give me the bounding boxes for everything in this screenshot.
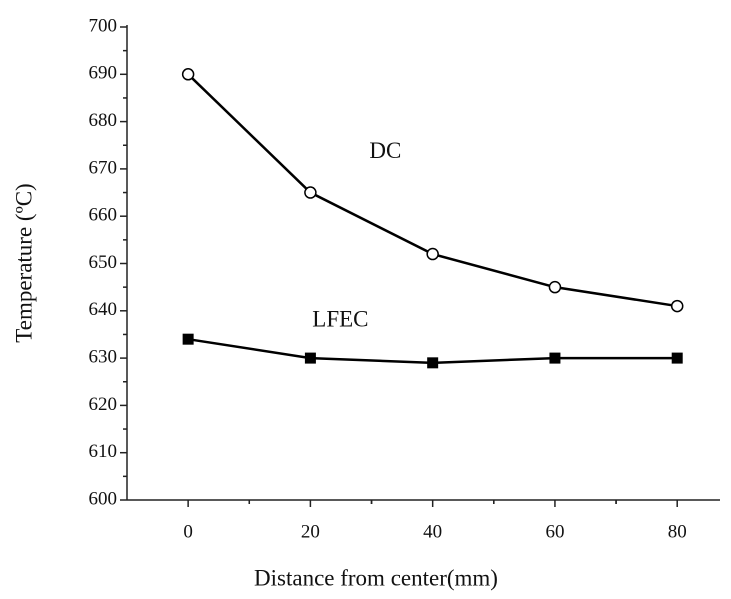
point — [181, 68, 195, 81]
y-tick-label: 680 — [89, 110, 118, 131]
y-tick-label: 640 — [89, 299, 118, 320]
point — [427, 357, 439, 369]
y-tick-label: 620 — [89, 394, 118, 415]
point — [426, 247, 439, 261]
y-tick-label: 650 — [89, 252, 118, 273]
point — [548, 280, 562, 294]
series-label: LFEC — [312, 306, 368, 331]
x-tick-label: 40 — [423, 521, 442, 542]
y-tick-label: 630 — [89, 346, 118, 367]
series-label: DC — [369, 138, 401, 163]
x-axis-label: Distance from center(mm) — [254, 565, 498, 590]
point — [549, 352, 561, 364]
point — [304, 186, 317, 199]
y-tick-label: 600 — [89, 488, 118, 509]
y-tick-label: 690 — [89, 63, 118, 84]
x-tick-label: 80 — [668, 521, 687, 542]
y-tick-label: 700 — [89, 15, 118, 36]
point — [670, 299, 684, 313]
x-tick-label: 60 — [545, 521, 564, 542]
y-axis-label: Temperature (ºC) — [11, 183, 36, 342]
point — [304, 352, 316, 364]
y-tick-label: 660 — [89, 205, 118, 226]
point — [182, 333, 194, 345]
x-tick-label: 0 — [183, 521, 193, 542]
y-tick-label: 610 — [89, 441, 118, 462]
point — [671, 352, 683, 364]
x-tick-label: 20 — [301, 521, 320, 542]
series-line — [187, 73, 678, 308]
y-tick-label: 670 — [89, 157, 118, 178]
